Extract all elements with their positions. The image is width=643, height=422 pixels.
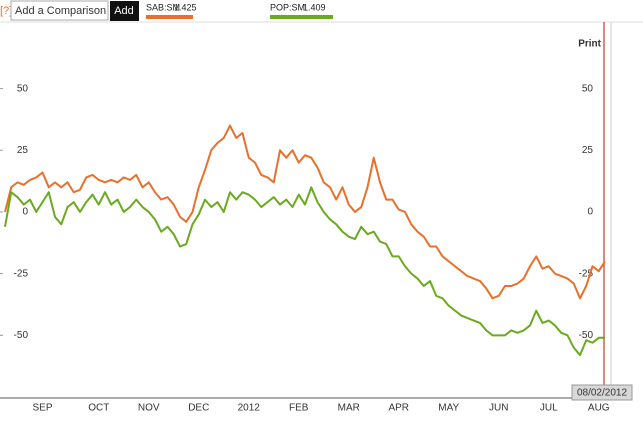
help-icon[interactable]: [?] — [0, 5, 12, 17]
y-tick-label-left: 50 — [17, 83, 29, 94]
series-line — [4, 186, 605, 357]
legend-price: 1.425 — [174, 2, 197, 12]
x-tick-label: SEP — [32, 403, 52, 414]
legend-price: 1.409 — [303, 2, 326, 12]
x-tick-label: APR — [388, 403, 409, 414]
y-tick-label-right: -25 — [579, 268, 594, 279]
y-tick-label-right: 50 — [582, 83, 594, 94]
x-tick-label: 2012 — [238, 403, 261, 414]
print-link[interactable]: Print — [578, 39, 601, 50]
y-tick-label-left: -25 — [14, 268, 29, 279]
x-tick-label: OCT — [88, 403, 109, 414]
x-tick-label: MAY — [438, 403, 459, 414]
comparison-input[interactable] — [10, 0, 109, 21]
legend-swatch — [270, 15, 333, 19]
y-tick-label-right: 0 — [587, 207, 593, 218]
y-tick-label-right: 25 — [582, 145, 594, 156]
add-button[interactable] — [110, 1, 139, 21]
legend: SAB:SM1.425 POP:SM1.409 — [146, 2, 333, 19]
x-tick-label: MAR — [338, 403, 360, 414]
legend-label: POP:SM — [270, 2, 305, 12]
x-tick-label: JUL — [540, 403, 558, 414]
cursor-box — [571, 384, 633, 401]
y-tick-label-left: -50 — [14, 330, 29, 341]
x-tick-label: FEB — [289, 403, 309, 414]
comparison-input-text: Add a Comparison — [15, 5, 106, 17]
y-tick-label-left: 0 — [22, 207, 28, 218]
x-tick-label: DEC — [188, 403, 209, 414]
y-tick-label-right: -50 — [579, 330, 594, 341]
x-tick-label: JUN — [489, 403, 508, 414]
cursor-label: 08/02/2012 — [577, 388, 627, 399]
x-tick-label: NOV — [138, 403, 160, 414]
legend-label: SAB:SM — [146, 2, 180, 12]
legend-swatch — [146, 15, 193, 19]
series-line — [4, 124, 606, 300]
add-button-label: Add — [114, 5, 134, 17]
x-tick-label: AUG — [588, 403, 610, 414]
y-tick-label-left: 25 — [17, 145, 29, 156]
